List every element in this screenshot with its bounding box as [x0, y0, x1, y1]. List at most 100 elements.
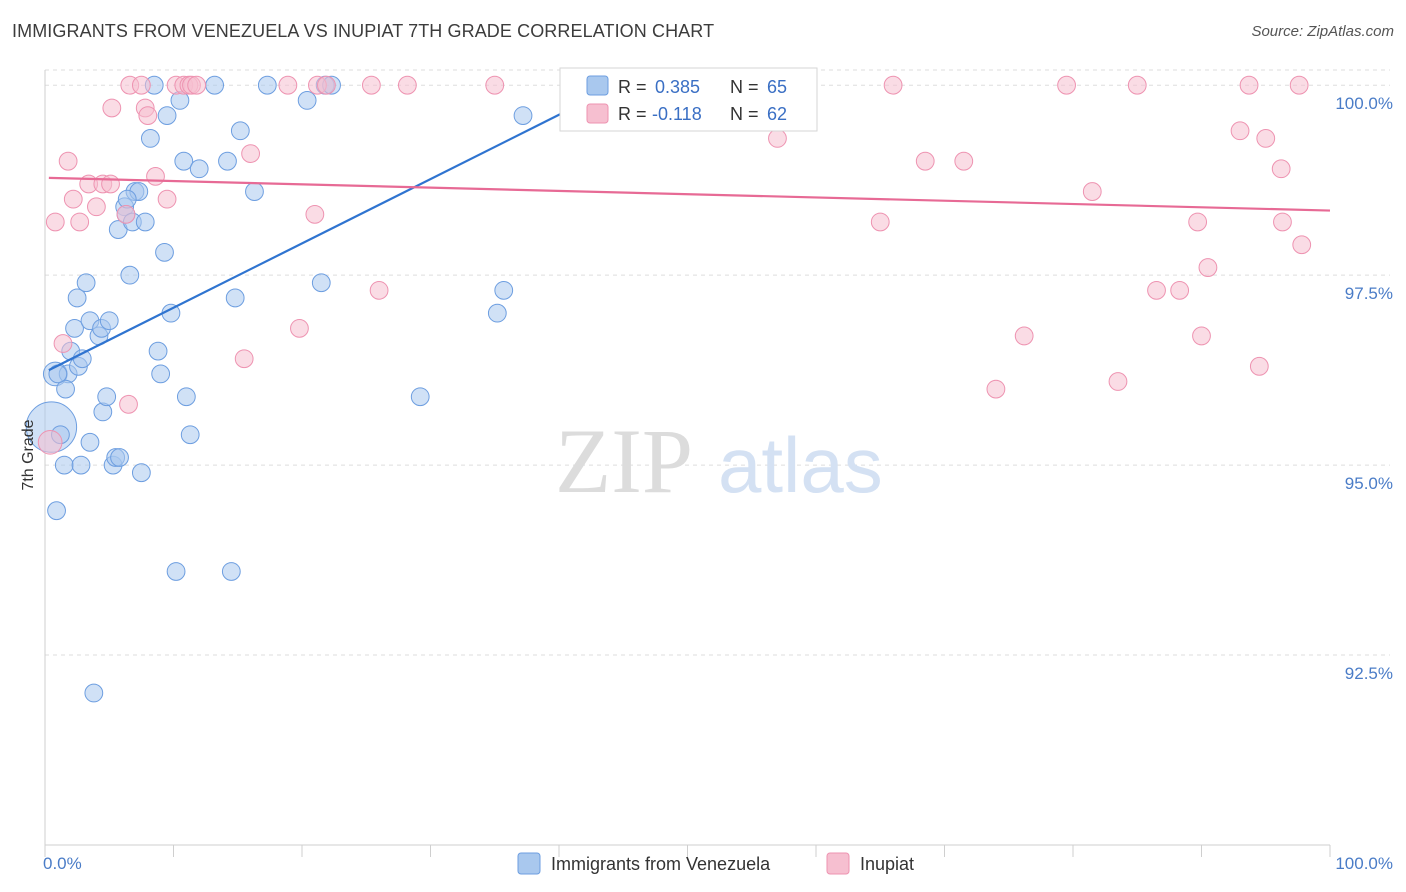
blue-point: [80, 432, 100, 452]
blue-point: [410, 387, 430, 407]
blue-point: [148, 341, 168, 361]
blue-point: [47, 501, 66, 521]
blue-point: [97, 387, 117, 407]
blue-point: [67, 288, 87, 308]
y-axis-label: 7th Grade: [20, 419, 37, 490]
pink-point: [1082, 182, 1102, 201]
pink-point: [870, 212, 890, 232]
bottom-legend-swatch-blue: [517, 852, 541, 875]
watermark-zip: ZIP: [555, 410, 693, 512]
pink-point: [317, 75, 336, 95]
blue-point: [155, 242, 174, 262]
pink-point: [1170, 280, 1190, 300]
blue-point: [84, 683, 104, 703]
pink-point: [1271, 159, 1291, 179]
pink-point: [116, 204, 136, 224]
blue-point: [174, 151, 194, 171]
legend-n-label-2: N =: [730, 104, 764, 124]
pink-point: [290, 318, 309, 338]
trend-layer: [48, 100, 1331, 372]
pink-point: [1230, 121, 1250, 141]
chart-title: IMMIGRANTS FROM VENEZUELA VS INUPIAT 7TH…: [12, 21, 715, 41]
blue-point: [245, 182, 264, 201]
pink-point: [119, 394, 138, 414]
pink-point: [883, 75, 903, 95]
legend-swatch-blue: [586, 75, 609, 96]
legend-swatch-pink: [586, 103, 609, 124]
pink-point: [1198, 258, 1218, 277]
points-layer: [25, 75, 1312, 703]
blue-point: [487, 303, 507, 323]
blue-point: [189, 159, 209, 179]
blue-point: [110, 448, 129, 467]
pink-point: [1127, 75, 1147, 95]
watermark: ZIP atlas: [555, 410, 883, 512]
pink-point: [278, 75, 298, 95]
pink-point: [63, 189, 83, 209]
pink-point: [1239, 75, 1259, 95]
pink-point: [1249, 356, 1269, 376]
blue-point: [205, 75, 225, 95]
blue-point: [157, 106, 177, 125]
bottom-legend-swatch-pink: [826, 852, 850, 875]
legend-n-label-1: N =: [730, 77, 764, 97]
watermark-atlas: atlas: [718, 421, 883, 509]
blue-point: [76, 273, 96, 293]
pink-point: [485, 75, 505, 95]
pink-point: [45, 212, 65, 232]
pink-point: [87, 197, 106, 217]
pink-point: [1188, 212, 1208, 232]
x-tick-label: 0.0%: [43, 854, 82, 873]
y-tick-label: 92.5%: [1345, 664, 1393, 683]
y-tick-label: 97.5%: [1345, 284, 1393, 303]
pink-point: [1108, 372, 1128, 391]
chart-source: Source: ZipAtlas.com: [1251, 23, 1394, 40]
legend-n-value-1: 65: [767, 77, 787, 97]
bottom-legend-label-pink: Inupiat: [860, 854, 914, 874]
blue-point: [221, 562, 241, 581]
pink-point: [102, 98, 122, 118]
pink-point: [70, 212, 90, 232]
blue-point: [99, 311, 119, 331]
blue-point: [180, 425, 200, 445]
pink-point: [138, 106, 158, 125]
blue-point: [56, 379, 75, 399]
pink-point: [146, 166, 165, 186]
tick-label-layer: 92.5% 95.0% 97.5% 100.0% 0.0% 100.0%: [43, 94, 1393, 873]
pink-point: [58, 151, 78, 171]
pink-point: [1273, 212, 1292, 232]
legend-r-value-2: -0.118: [652, 104, 702, 124]
blue-point: [225, 288, 245, 308]
pink-point: [53, 334, 73, 353]
x-tick-label: 100.0%: [1335, 854, 1393, 873]
pink-point: [305, 204, 325, 224]
y-tick-label: 100.0%: [1335, 94, 1393, 113]
blue-point: [311, 273, 331, 293]
blue-point: [151, 364, 171, 384]
axis-layer: [44, 70, 1331, 857]
blue-point: [140, 128, 160, 148]
legend-r-value-1: 0.385: [655, 77, 700, 97]
pink-point: [1256, 128, 1276, 148]
blue-point: [120, 265, 140, 285]
pink-point: [234, 349, 254, 369]
blue-point: [176, 387, 196, 407]
blue-point: [297, 91, 317, 110]
y-tick-label: 95.0%: [1345, 474, 1393, 493]
legend-r-label-2: R =: [618, 104, 652, 124]
pink-point: [768, 128, 787, 148]
blue-trend-line: [48, 100, 586, 372]
pink-point: [1292, 235, 1312, 255]
blue-point: [230, 121, 250, 141]
blue-point: [166, 562, 186, 581]
blue-point: [513, 106, 533, 125]
pink-point: [369, 280, 389, 300]
pink-point: [187, 75, 207, 95]
pink-point: [37, 429, 63, 455]
pink-point: [362, 75, 381, 95]
pink-point: [131, 75, 151, 95]
bottom-legend: Immigrants from Venezuela Inupiat: [517, 852, 914, 875]
stats-legend: R = 0.385 N = 65 R = -0.118 N = 62: [559, 67, 818, 132]
pink-point: [397, 75, 417, 95]
